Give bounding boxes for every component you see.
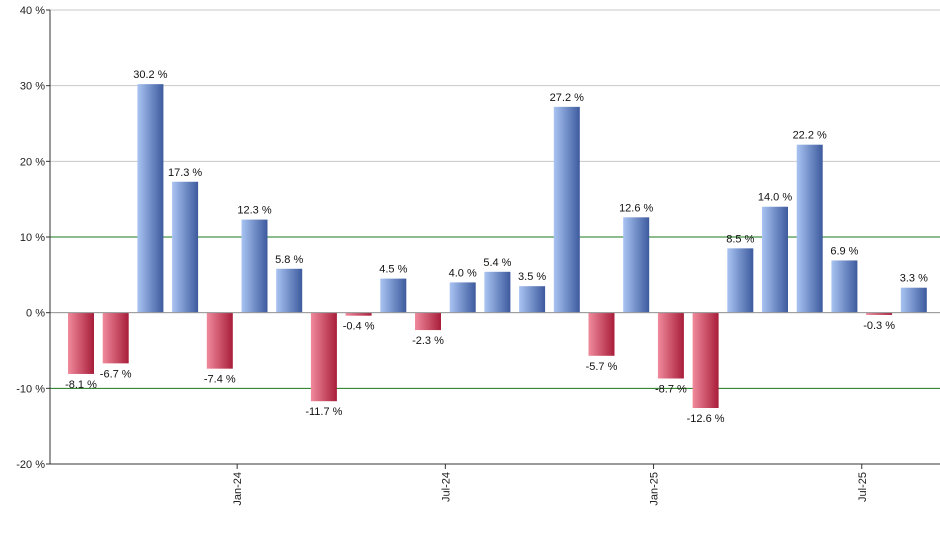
bar [276, 268, 303, 313]
bar-value-label: 5.8 % [275, 254, 303, 266]
bar-value-label: -0.3 % [863, 320, 895, 332]
bar [727, 248, 754, 313]
bar-value-label: 3.5 % [518, 271, 546, 283]
bar-value-label: -11.7 % [305, 406, 342, 418]
bar [831, 260, 858, 313]
y-tick-label: -10 % [16, 383, 45, 395]
bar-value-label: -6.7 % [100, 368, 132, 380]
bar [657, 312, 684, 379]
bar [68, 312, 94, 374]
bar [102, 312, 129, 364]
bar-value-label: -12.6 % [687, 413, 725, 425]
reference-lines [50, 236, 940, 389]
bar [588, 312, 615, 356]
bar [762, 206, 788, 313]
bar-value-label: 17.3 % [168, 167, 202, 179]
x-tick-label: Jul-24 [440, 472, 452, 502]
x-tick-label: Jul-25 [857, 472, 869, 502]
y-tick-label: -20 % [16, 459, 45, 471]
bar [380, 278, 407, 313]
bar [345, 312, 372, 316]
bar-value-label: -2.3 % [412, 335, 444, 347]
bar-value-label: 3.3 % [900, 273, 928, 285]
x-tick-label: Jan-24 [232, 472, 244, 506]
bar-value-label: -8.7 % [655, 383, 687, 395]
y-tick-label: 10 % [20, 232, 45, 244]
data-labels: -8.1 %-6.7 % 30.2 % 17.3 % -7.4 % 12.3 % 5.8 … [65, 69, 928, 425]
bar-value-label: 14.0 % [758, 192, 792, 204]
bar [449, 282, 476, 313]
bar-value-label: -0.4 % [343, 321, 375, 333]
bar [484, 271, 511, 313]
y-tick-label: 0 % [26, 308, 45, 320]
y-tick-label: 40 % [20, 5, 45, 17]
bar [241, 219, 268, 313]
bar-value-label: 12.6 % [619, 202, 653, 214]
bar-value-label: -5.7 % [586, 361, 618, 373]
bar [172, 181, 199, 313]
bar-value-label: -8.1 % [65, 379, 97, 391]
bar [623, 217, 650, 313]
bar-value-label: 30.2 % [133, 69, 167, 81]
bar-value-label: 8.5 % [726, 233, 754, 245]
bar [519, 286, 546, 313]
bar [692, 312, 719, 409]
bar [900, 287, 927, 313]
bar-value-label: 6.9 % [830, 245, 858, 257]
bar [553, 106, 580, 313]
bar [137, 84, 164, 313]
axes: -20 % -10 % 0 % 10 % 20 % 30 % 40 % Jan-24 Jul-2… [16, 5, 940, 506]
x-tick-label: Jan-25 [649, 472, 661, 506]
bar [415, 312, 441, 331]
bar [206, 312, 233, 369]
bar-value-label: 27.2 % [550, 92, 584, 104]
bar-value-label: 5.4 % [483, 257, 511, 269]
bar-value-label: 4.0 % [449, 267, 477, 279]
bar-value-label: 12.3 % [237, 205, 271, 217]
y-tick-label: 20 % [20, 156, 45, 168]
bar-value-label: 22.2 % [793, 130, 827, 142]
y-tick-label: 30 % [20, 81, 45, 93]
bar [796, 144, 823, 313]
bars [68, 84, 927, 409]
bar-value-label: -7.4 % [204, 374, 236, 386]
bar [866, 312, 893, 315]
bar-value-label: 4.5 % [379, 264, 407, 276]
bar [310, 312, 337, 402]
